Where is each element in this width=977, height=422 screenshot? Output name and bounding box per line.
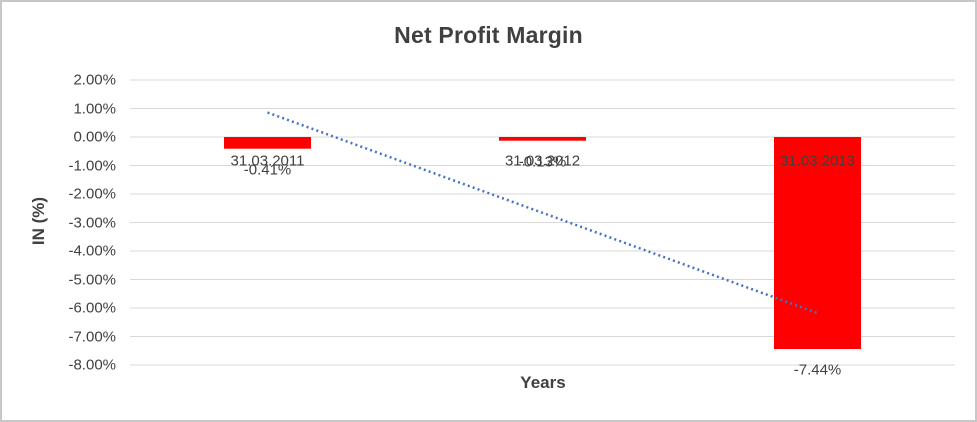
chart-title: Net Profit Margin xyxy=(394,22,583,48)
bar-31.03.2013[interactable] xyxy=(774,137,861,350)
bar-31.03.2012[interactable] xyxy=(499,137,586,141)
trendline[interactable] xyxy=(267,111,818,315)
x-axis-title: Years xyxy=(520,373,566,392)
bar-31.03.2011[interactable] xyxy=(224,137,311,149)
